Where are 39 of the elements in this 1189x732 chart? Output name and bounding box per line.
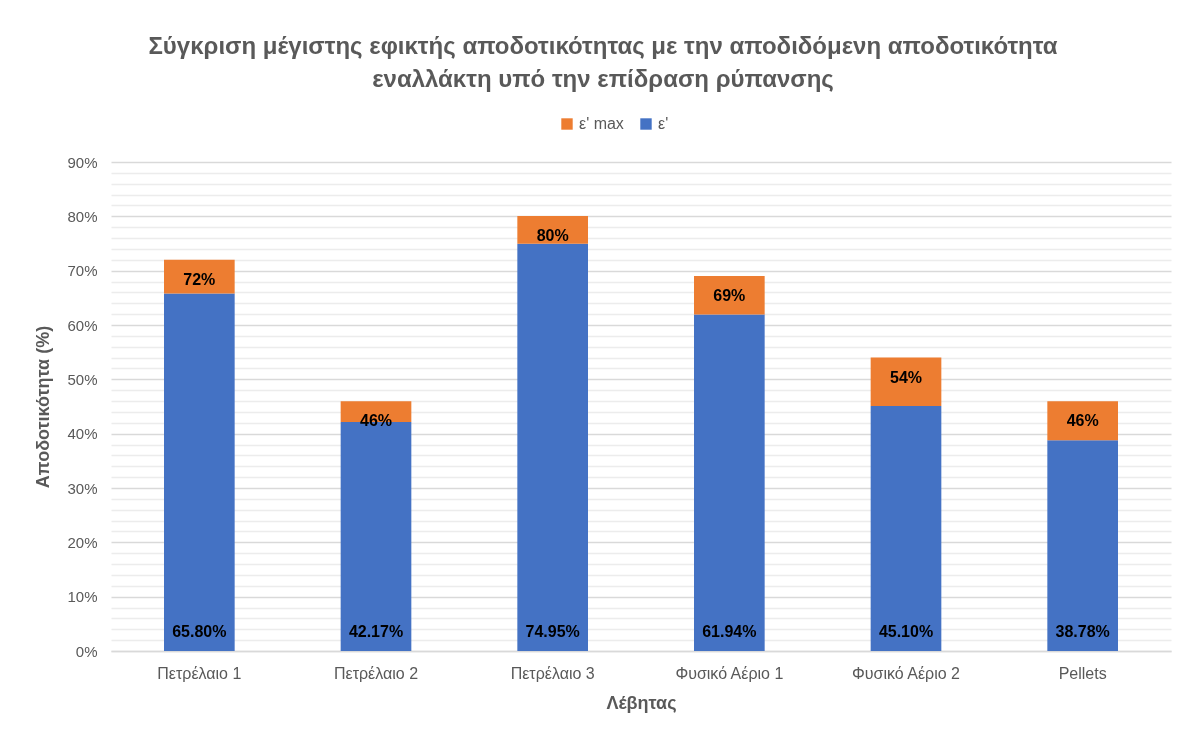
bar bbox=[1047, 440, 1118, 651]
total-label: 46% bbox=[1066, 412, 1099, 430]
y-tick-label: 0% bbox=[75, 642, 98, 660]
x-tick-label: Πετρέλαιο 2 bbox=[333, 664, 419, 682]
x-tick-label: Πετρέλαιο 3 bbox=[510, 664, 595, 682]
bar bbox=[517, 243, 588, 651]
bar bbox=[1047, 401, 1118, 441]
y-axis-title: Αποδοτικότητα (%) bbox=[33, 325, 54, 489]
total-label: 72% bbox=[183, 270, 216, 288]
bar bbox=[870, 357, 942, 406]
data-label: 74.95% bbox=[525, 623, 580, 640]
bar bbox=[694, 314, 765, 651]
y-tick-label: 90% bbox=[67, 153, 98, 171]
y-tick-label: 60% bbox=[67, 316, 98, 334]
legend-label: ε' max bbox=[579, 115, 624, 132]
data-label: 65.80% bbox=[172, 623, 227, 640]
legend-label: ε' bbox=[658, 115, 669, 132]
x-axis-title: Λέβητας bbox=[606, 692, 677, 713]
total-label: 54% bbox=[889, 368, 923, 386]
data-label: 38.78% bbox=[1055, 623, 1110, 640]
bar bbox=[164, 293, 235, 651]
total-label: 80% bbox=[536, 227, 569, 245]
y-tick-label: 10% bbox=[67, 588, 98, 606]
x-tick-label: Πετρέλαιο 1 bbox=[157, 664, 242, 682]
total-label: 69% bbox=[713, 286, 746, 304]
data-label: 45.10% bbox=[878, 623, 934, 640]
data-label: 42.17% bbox=[348, 623, 404, 640]
x-tick-label: Pellets bbox=[1058, 664, 1107, 682]
data-label: 61.94% bbox=[702, 623, 757, 640]
y-tick-label: 20% bbox=[67, 533, 98, 551]
chart-title: Σύγκριση μέγιστης εφικτής αποδοτικότητας με την αποδιδόμενη αποδοτικότητα εναλλάκτη υπό την επίδραση ρύπανσης bbox=[148, 32, 1058, 92]
y-tick-label: 40% bbox=[67, 425, 98, 443]
y-tick-label: 80% bbox=[67, 207, 98, 225]
y-tick-label: 50% bbox=[67, 370, 98, 388]
y-tick-label: 70% bbox=[67, 262, 98, 280]
x-tick-label: Φυσικό Αέριο 1 bbox=[675, 664, 784, 682]
y-tick-label: 30% bbox=[67, 479, 98, 497]
bar bbox=[870, 405, 942, 651]
x-tick-label: Φυσικό Αέριο 2 bbox=[852, 664, 961, 682]
